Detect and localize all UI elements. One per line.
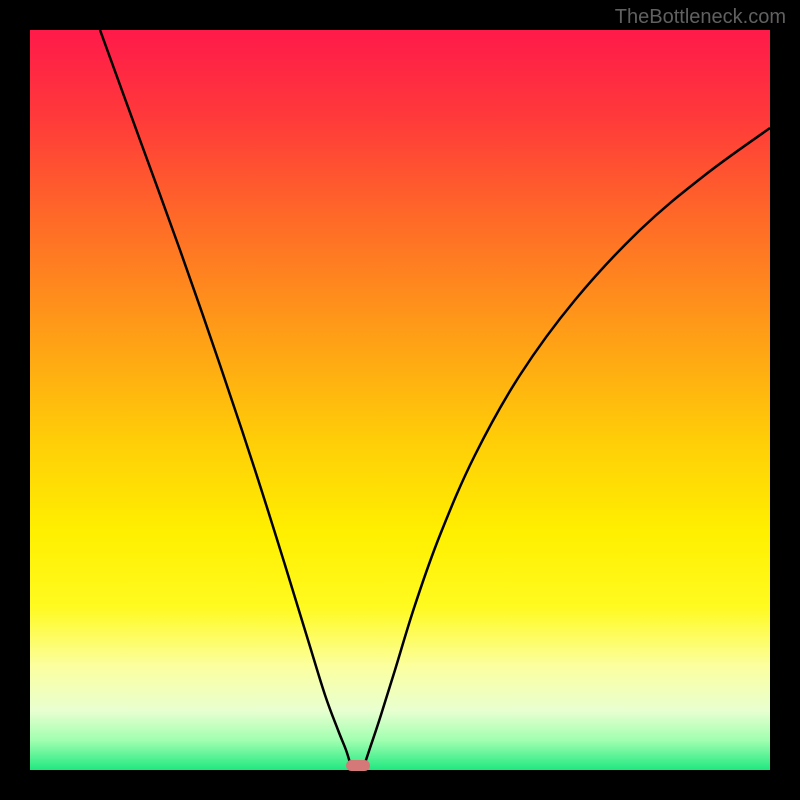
curve-right-branch <box>365 128 770 763</box>
curve-left-branch <box>100 30 350 763</box>
plot-area <box>30 30 770 770</box>
optimal-marker <box>346 760 370 771</box>
watermark-text: TheBottleneck.com <box>615 6 786 29</box>
bottleneck-curve <box>30 30 770 770</box>
